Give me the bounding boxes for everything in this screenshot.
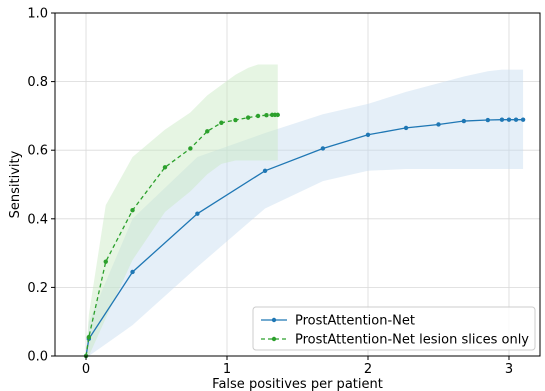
data-point	[130, 269, 135, 275]
x-tick-label: 2	[364, 362, 372, 377]
data-point	[195, 211, 200, 216]
data-point	[365, 132, 371, 137]
data-point	[205, 129, 210, 134]
y-tick-label: 0.8	[27, 75, 48, 90]
data-point	[436, 122, 441, 127]
y-axis-label: Sensitivity	[8, 150, 23, 218]
series-lines	[83, 112, 526, 359]
data-point	[130, 208, 135, 213]
data-point	[520, 117, 526, 122]
data-point	[103, 259, 108, 264]
legend: ProstAttention-Net ProstAttention-Net les…	[252, 306, 536, 351]
y-tick-label: 0.2	[27, 281, 48, 296]
data-point	[86, 334, 92, 340]
tick-labels: 0 1 2 3 0.0 0.2 0.4 0.6 0.8 1.0	[27, 7, 513, 378]
confidence-band-0	[86, 69, 524, 356]
y-tick-label: 0.4	[27, 212, 48, 227]
legend-label-0: ProstAttention-Net	[295, 314, 415, 329]
data-point	[233, 117, 238, 123]
data-point	[513, 117, 519, 122]
legend-marker-1	[271, 336, 277, 342]
data-point	[188, 146, 193, 151]
legend-label-1: ProstAttention-Net lesion slices only	[295, 333, 529, 348]
axes	[54, 12, 541, 357]
y-tick-label: 0.0	[27, 350, 48, 365]
data-point	[485, 117, 491, 123]
data-point	[499, 117, 505, 122]
x-axis-label: False positives per patient	[212, 377, 383, 391]
y-tick-label: 0.6	[27, 144, 48, 159]
plot-frame	[54, 12, 541, 357]
data-point	[245, 115, 251, 120]
data-point	[403, 125, 409, 131]
data-point	[255, 113, 261, 119]
legend-box	[252, 306, 536, 351]
data-point	[219, 120, 224, 125]
data-point	[275, 112, 280, 118]
data-point	[264, 113, 269, 118]
legend-marker-0	[271, 317, 277, 323]
x-tick-label: 1	[223, 362, 231, 377]
confidence-bands	[86, 64, 524, 356]
y-tick-label: 1.0	[27, 7, 48, 22]
data-point	[461, 118, 467, 124]
data-point	[320, 146, 326, 151]
confidence-band-1	[86, 64, 278, 356]
data-point	[262, 168, 268, 173]
data-point	[162, 165, 168, 170]
x-tick-label: 0	[82, 362, 90, 377]
data-point	[506, 117, 512, 122]
x-tick-label: 3	[505, 362, 513, 377]
